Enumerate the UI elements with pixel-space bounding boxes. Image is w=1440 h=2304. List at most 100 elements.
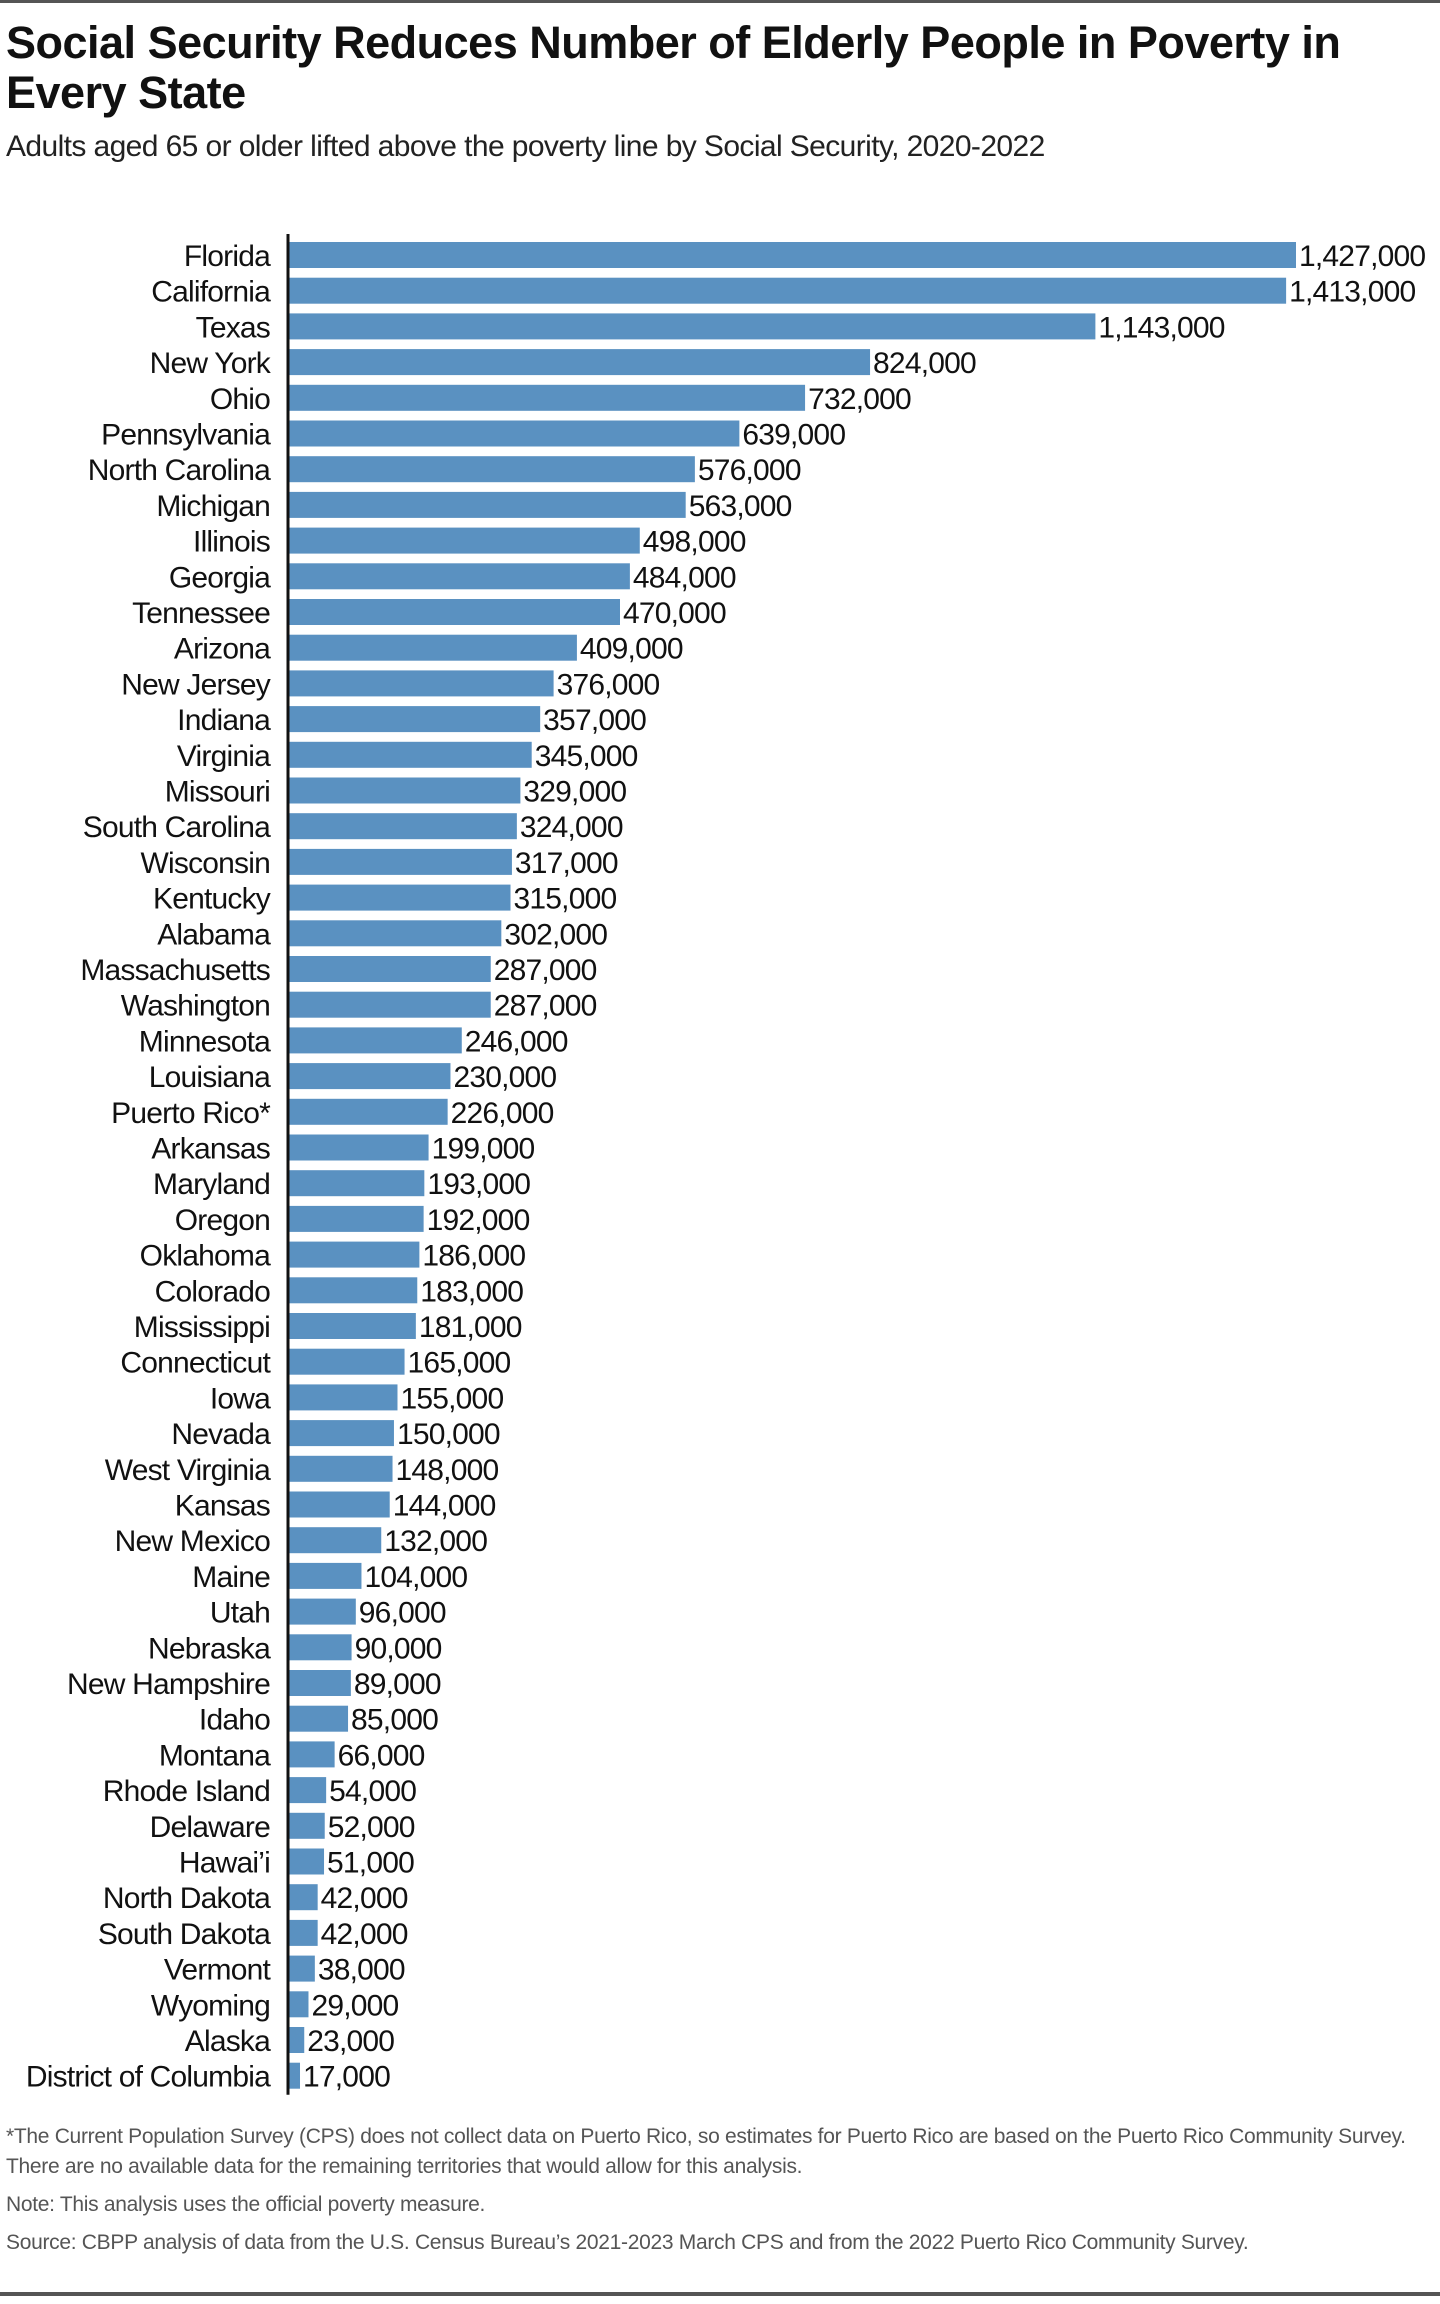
- category-label: Wyoming: [151, 1989, 270, 2022]
- bar: [288, 491, 686, 518]
- category-label: Oklahoma: [140, 1240, 271, 1273]
- category-label: Idaho: [199, 1704, 270, 1737]
- category-label: Wisconsin: [141, 847, 271, 880]
- value-label: 639,000: [742, 419, 845, 452]
- bar: [288, 1277, 418, 1304]
- category-label: South Dakota: [98, 1918, 271, 1951]
- value-label: 42,000: [321, 1882, 408, 1915]
- value-label: 132,000: [384, 1525, 487, 1558]
- chart-title: Social Security Reduces Number of Elderl…: [6, 17, 1341, 118]
- category-label: Michigan: [156, 490, 270, 523]
- value-label: 226,000: [451, 1097, 554, 1130]
- value-label: 155,000: [400, 1382, 503, 1415]
- category-label: West Virginia: [105, 1454, 271, 1487]
- category-label: Nevada: [171, 1418, 271, 1451]
- bar: [288, 349, 871, 376]
- bar: [288, 1170, 425, 1197]
- bar: [288, 1991, 309, 2018]
- bar: [288, 920, 502, 947]
- value-label: 287,000: [494, 954, 597, 987]
- category-label: Maryland: [153, 1168, 270, 1201]
- bar: [288, 1384, 398, 1411]
- category-label: Hawai’i: [179, 1847, 270, 1880]
- value-label: 181,000: [419, 1311, 522, 1344]
- value-label: 315,000: [514, 883, 617, 916]
- category-label: Ohio: [210, 383, 270, 416]
- bar: [288, 1205, 424, 1232]
- value-label: 470,000: [623, 597, 726, 630]
- category-label: Delaware: [150, 1811, 270, 1844]
- category-label: Virginia: [177, 740, 271, 773]
- value-label: 824,000: [873, 347, 976, 380]
- value-label: 563,000: [689, 490, 792, 523]
- bar: [288, 2027, 305, 2053]
- bar: [288, 2062, 301, 2089]
- category-label: Massachusetts: [80, 954, 270, 987]
- value-label: 409,000: [580, 633, 683, 666]
- category-label: North Dakota: [103, 1882, 271, 1915]
- value-label: 345,000: [535, 740, 638, 773]
- footnote-asterisk: *The Current Population Survey (CPS) doe…: [6, 2125, 1406, 2178]
- value-label: 484,000: [633, 561, 736, 594]
- bar-chart: Florida 1,427,000 California 1,413,000 Texas…: [26, 234, 1426, 2095]
- value-label: 324,000: [520, 811, 623, 844]
- bar: [288, 1241, 420, 1268]
- value-label: 150,000: [397, 1418, 500, 1451]
- category-label: Louisiana: [149, 1061, 271, 1094]
- bar: [288, 1420, 394, 1447]
- category-label: Mississippi: [134, 1311, 270, 1344]
- bar: [288, 1670, 351, 1696]
- value-label: 317,000: [515, 847, 618, 880]
- chart-subtitle: Adults aged 65 or older lifted above the…: [6, 130, 1045, 163]
- bar: [288, 420, 740, 447]
- value-label: 732,000: [808, 383, 911, 416]
- bar: [288, 1634, 352, 1661]
- category-label: Vermont: [164, 1954, 272, 1987]
- category-label: Minnesota: [139, 1025, 271, 1058]
- value-label: 104,000: [364, 1561, 467, 1594]
- category-label: Alaska: [185, 2025, 271, 2058]
- value-label: 576,000: [698, 454, 801, 487]
- value-label: 199,000: [432, 1133, 535, 1166]
- value-label: 148,000: [396, 1454, 499, 1487]
- category-label: Connecticut: [120, 1347, 271, 1380]
- value-label: 1,413,000: [1289, 276, 1415, 309]
- bottom-border: [0, 2292, 1440, 2296]
- bar: [288, 848, 512, 875]
- category-label: Maine: [192, 1561, 270, 1594]
- value-label: 96,000: [359, 1597, 446, 1630]
- value-label: 54,000: [329, 1775, 416, 1808]
- value-label: 498,000: [643, 526, 746, 559]
- category-label: California: [151, 276, 271, 309]
- bar: [288, 1812, 325, 1839]
- value-label: 52,000: [328, 1811, 415, 1844]
- category-label: Rhode Island: [103, 1775, 270, 1808]
- category-label: New York: [150, 347, 272, 380]
- value-label: 376,000: [557, 668, 660, 701]
- category-label: Missouri: [165, 776, 270, 809]
- bar: [288, 1705, 349, 1732]
- category-label: Arizona: [174, 633, 271, 666]
- value-label: 193,000: [427, 1168, 530, 1201]
- value-label: 186,000: [422, 1240, 525, 1273]
- category-label: Utah: [210, 1597, 270, 1630]
- category-label: Nebraska: [148, 1632, 271, 1665]
- value-label: 1,427,000: [1299, 240, 1425, 273]
- category-label: Puerto Rico*: [111, 1097, 271, 1130]
- bar: [288, 456, 695, 483]
- category-label: Alabama: [157, 918, 271, 951]
- category-label: New Jersey: [121, 668, 271, 701]
- footnote-source: Source: CBPP analysis of data from the U…: [6, 2231, 1249, 2254]
- bar: [288, 1598, 356, 1625]
- category-label: Tennessee: [132, 597, 270, 630]
- bar: [288, 777, 521, 804]
- category-label: Oregon: [175, 1204, 270, 1237]
- bar: [288, 1884, 318, 1911]
- category-label: Washington: [121, 990, 270, 1023]
- bar: [288, 1063, 451, 1090]
- bar: [288, 563, 630, 590]
- category-label: New Mexico: [115, 1525, 270, 1558]
- category-label: Arkansas: [151, 1133, 270, 1166]
- category-label: Georgia: [169, 561, 271, 594]
- category-label: Iowa: [210, 1382, 271, 1415]
